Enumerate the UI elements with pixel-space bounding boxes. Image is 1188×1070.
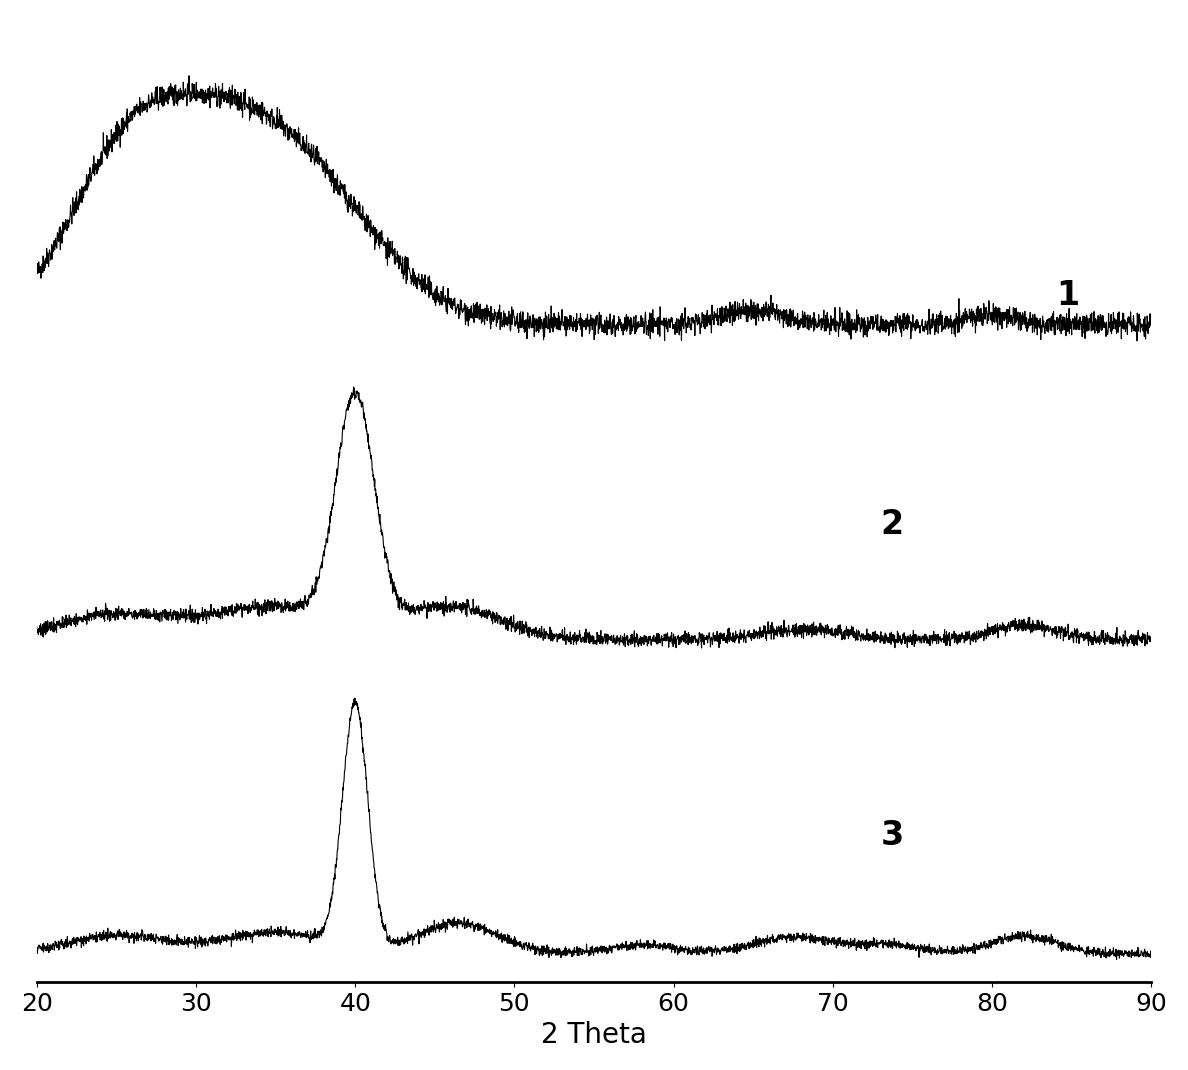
Text: 1: 1	[1056, 279, 1079, 312]
Text: 2: 2	[880, 508, 904, 540]
Text: 3: 3	[880, 819, 904, 852]
X-axis label: 2 Theta: 2 Theta	[541, 1021, 647, 1050]
